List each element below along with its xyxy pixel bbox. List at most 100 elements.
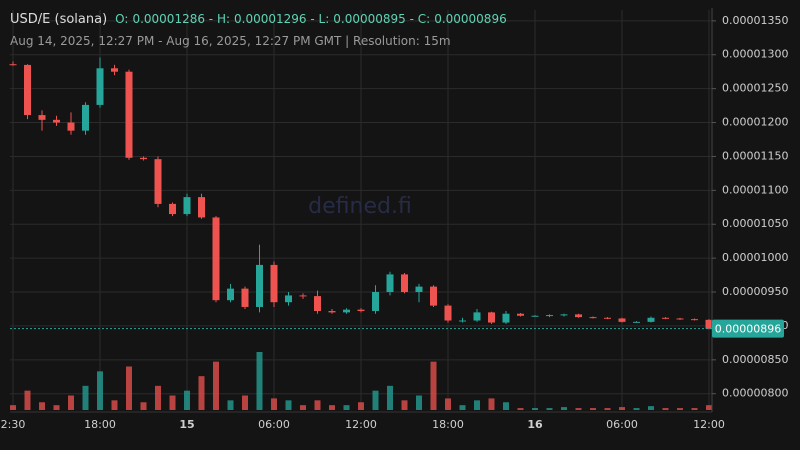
- volume-bar: [285, 400, 292, 410]
- volume-bar: [619, 407, 625, 410]
- volume-bar: [343, 405, 350, 410]
- candle-body: [140, 157, 147, 160]
- volume-bar: [213, 361, 219, 410]
- x-tick-label: 12:00: [345, 418, 377, 431]
- last-price-box: [712, 319, 784, 338]
- candle-body: [560, 314, 568, 316]
- ohlc-label: C:: [418, 12, 430, 26]
- candle-body: [705, 319, 713, 329]
- x-tick-label: 18:00: [432, 418, 464, 431]
- candle-body: [96, 68, 104, 105]
- volume-bar: [372, 390, 379, 410]
- volume-bar: [155, 385, 161, 410]
- candle-body: [676, 318, 684, 320]
- x-tick-label: 06:00: [258, 418, 290, 431]
- volume-bar: [387, 385, 393, 410]
- volume-bar: [97, 371, 103, 410]
- volume-bar: [111, 400, 118, 410]
- candle-body: [328, 311, 336, 313]
- candle-body: [575, 314, 582, 318]
- ohlc-label: L:: [319, 12, 330, 26]
- candle-body: [256, 264, 263, 307]
- candle-body: [633, 321, 640, 323]
- candle-body: [241, 288, 249, 307]
- candle-body: [9, 64, 17, 66]
- resolution: Resolution: 15m: [353, 34, 451, 48]
- y-tick-label: 0.00001350: [722, 14, 788, 27]
- candle-body: [314, 296, 321, 312]
- candle-body: [154, 159, 162, 204]
- volume-bar: [329, 405, 335, 410]
- volume-bar: [691, 408, 698, 410]
- candle-body: [357, 309, 365, 312]
- candle-body: [589, 317, 597, 319]
- volume-layer: [10, 352, 712, 410]
- ohlc-label: H:: [217, 12, 230, 26]
- candle-body: [444, 305, 452, 321]
- axis-layer: 0.00001350 0.00001300 0.00001250 0.00001200…: [1, 14, 789, 431]
- volume-bar: [590, 408, 596, 410]
- candle-body: [125, 71, 133, 158]
- x-tick-label: 18:00: [84, 418, 116, 431]
- volume-bar: [503, 402, 509, 410]
- candle-body: [212, 217, 220, 301]
- volume-bar: [82, 385, 89, 410]
- x-tick-label: 15: [179, 418, 194, 431]
- candle-body: [24, 64, 31, 116]
- volume-bar: [430, 361, 437, 410]
- last-price-label: 0.00000896: [715, 323, 781, 336]
- candle-body: [647, 317, 655, 322]
- candle-body: [227, 288, 234, 301]
- candle-body: [372, 292, 379, 312]
- separator: -: [307, 12, 319, 26]
- separator: |: [341, 34, 353, 48]
- volume-bar: [227, 400, 234, 410]
- volume-bar: [184, 390, 190, 410]
- candle-body: [459, 320, 466, 322]
- candle-body: [111, 68, 118, 72]
- candle-body: [415, 286, 423, 293]
- candle-body: [82, 104, 89, 131]
- volume-bar: [706, 405, 712, 410]
- candle-body: [618, 318, 626, 322]
- candle-body: [662, 317, 669, 319]
- volume-bar: [358, 402, 364, 410]
- x-tick-label: 06:00: [606, 418, 638, 431]
- y-tick-label: 0.00000850: [722, 353, 788, 366]
- candle-body: [546, 315, 553, 317]
- volume-bar: [140, 402, 147, 410]
- x-tick-label: 16: [527, 418, 543, 431]
- subtitle-row: Aug 14, 2025, 12:27 PM - Aug 16, 2025, 1…: [10, 34, 451, 48]
- volume-bar: [575, 408, 582, 410]
- candle-body: [183, 197, 191, 215]
- y-tick-label: 0.00001000: [722, 251, 788, 264]
- volume-bar: [416, 395, 422, 410]
- separator: -: [205, 12, 217, 26]
- candle-body: [386, 274, 394, 293]
- separator: -: [406, 12, 418, 26]
- volume-bar: [68, 395, 74, 410]
- y-tick-label: 0.00001200: [722, 116, 788, 129]
- candle-body: [430, 286, 437, 306]
- candle-body: [517, 313, 524, 316]
- ohlc-value: 0.00001286: [132, 12, 205, 26]
- volume-bar: [256, 352, 263, 410]
- volume-bar: [314, 400, 321, 410]
- volume-bar: [10, 405, 16, 410]
- y-tick-label: 0.00000800: [722, 387, 788, 400]
- title: USD/E (solana): [10, 12, 107, 27]
- volume-bar: [488, 398, 495, 410]
- candle-body: [67, 122, 75, 131]
- volume-bar: [561, 407, 567, 410]
- candle-body: [198, 197, 205, 218]
- y-tick-label: 0.00001050: [722, 217, 788, 230]
- volume-bar: [126, 366, 132, 410]
- volume-bar: [677, 408, 683, 410]
- candle-body: [604, 317, 611, 319]
- volume-bar: [169, 395, 176, 410]
- candle-body: [488, 312, 495, 323]
- volume-bar: [445, 398, 451, 410]
- candle-body: [38, 115, 46, 120]
